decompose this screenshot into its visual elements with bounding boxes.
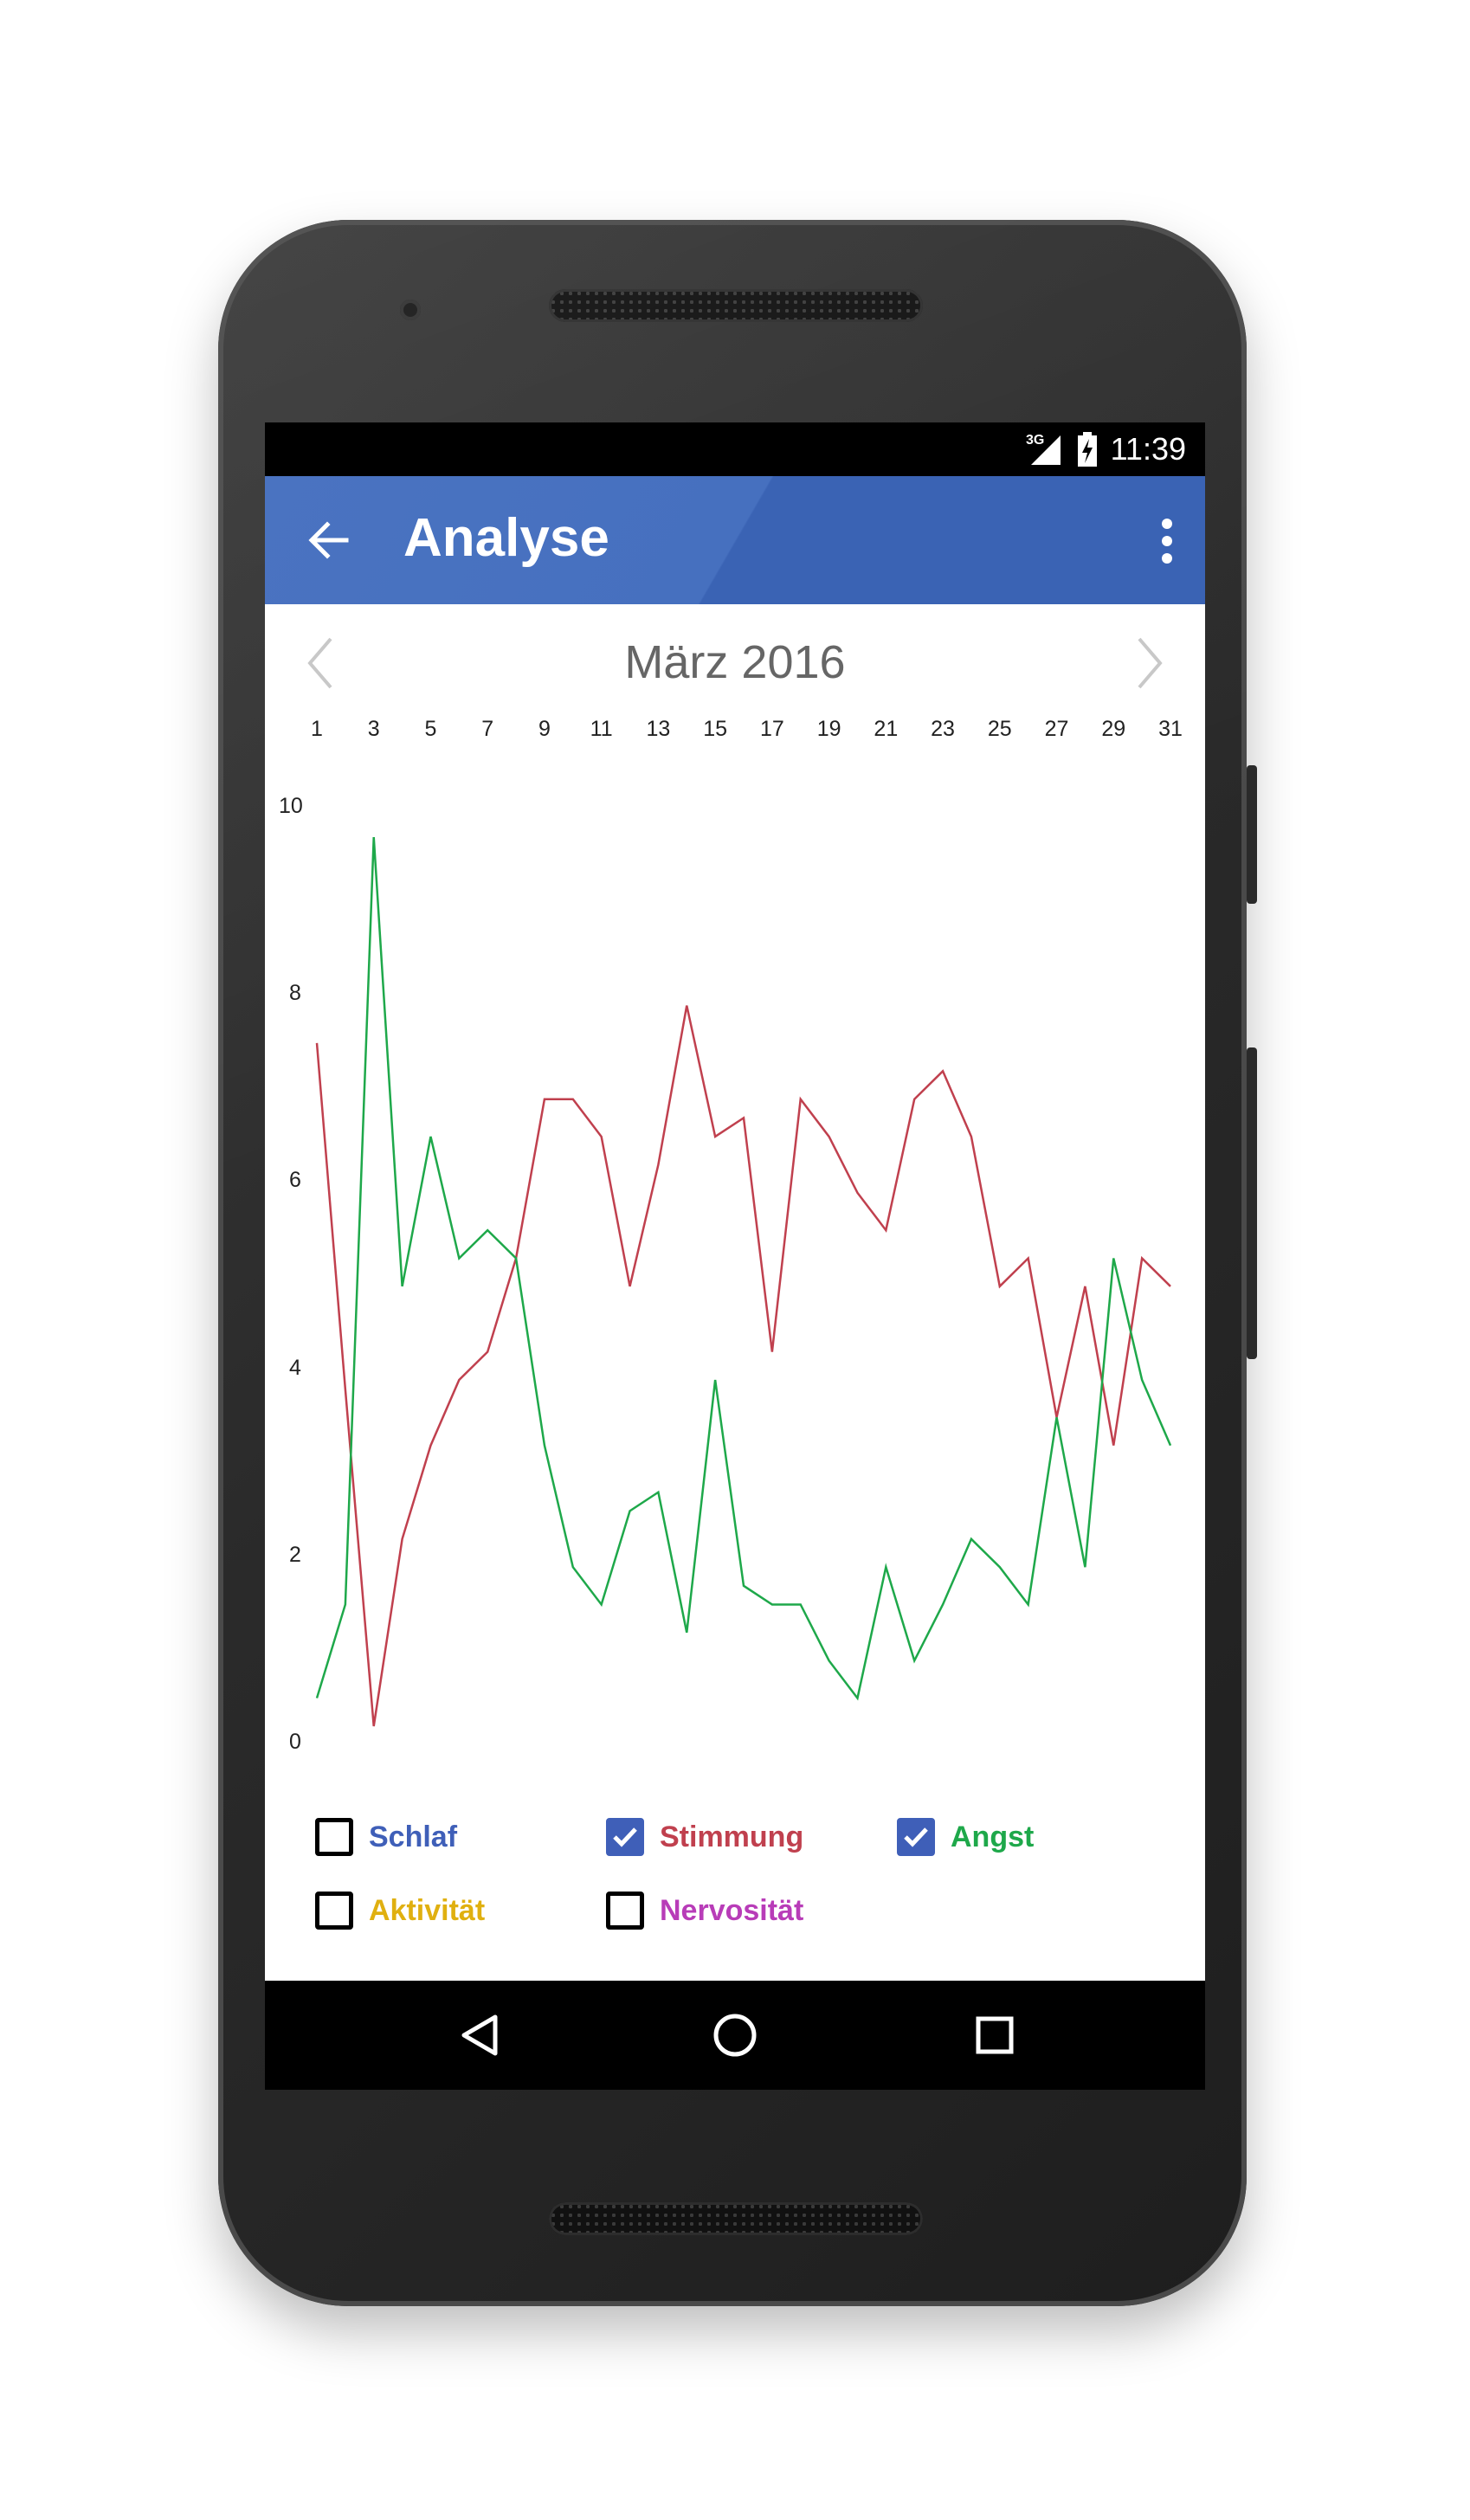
next-month-chevron-icon[interactable] [1132, 635, 1167, 691]
series-line-stimmung [315, 1005, 1171, 1727]
legend-label: Nervosität [660, 1893, 804, 1927]
home-circle-icon[interactable] [705, 2005, 765, 2066]
x-tick-label: 11 [590, 717, 613, 741]
x-tick-label: 21 [874, 717, 899, 741]
back-arrow-icon[interactable] [305, 516, 353, 564]
legend-label: Aktivität [369, 1893, 486, 1927]
network-label: 3G [1026, 433, 1044, 448]
y-tick-label: 2 [289, 1542, 301, 1567]
legend-item-aktivität[interactable]: Aktivität [315, 1892, 485, 1930]
overflow-menu-icon[interactable] [1158, 518, 1176, 564]
x-tick-label: 9 [538, 717, 551, 741]
y-tick-label: 8 [289, 981, 301, 1006]
app-bar: Analyse [265, 476, 1205, 604]
x-tick-label: 25 [987, 717, 1012, 741]
legend-item-schlaf[interactable]: Schlaf [315, 1818, 457, 1856]
x-tick-label: 1 [311, 717, 323, 741]
legend-label: Schlaf [369, 1820, 458, 1853]
month-label: März 2016 [624, 636, 846, 688]
x-tick-label: 13 [646, 717, 671, 741]
x-tick-label: 15 [703, 717, 728, 741]
x-tick-label: 7 [481, 717, 494, 741]
status-bar: 3G 11:39 [265, 422, 1205, 476]
page-title: Analyse [403, 508, 609, 568]
recents-square-icon[interactable] [964, 2005, 1025, 2066]
legend-item-nervosität[interactable]: Nervosität [606, 1892, 803, 1930]
power-button [1247, 765, 1257, 904]
series-line-angst [315, 836, 1172, 1701]
checkbox-checked-icon[interactable] [897, 1818, 935, 1856]
signal-3g-icon: 3G [1026, 433, 1061, 465]
navigation-bar [265, 1981, 1205, 2090]
x-tick-label: 29 [1101, 717, 1126, 741]
front-camera [400, 300, 421, 320]
checkbox-unchecked-icon[interactable] [315, 1818, 353, 1856]
x-tick-label: 23 [931, 717, 955, 741]
y-tick-label: 4 [289, 1355, 301, 1380]
checkbox-unchecked-icon[interactable] [606, 1892, 644, 1930]
previous-month-chevron-icon[interactable] [303, 635, 338, 691]
legend-label: Angst [951, 1820, 1035, 1853]
x-tick-label: 3 [367, 717, 380, 741]
y-tick-label: 0 [289, 1730, 301, 1754]
x-tick-label: 5 [424, 717, 437, 741]
x-tick-label: 27 [1044, 717, 1069, 741]
legend-item-angst[interactable]: Angst [897, 1818, 1034, 1856]
bottom-speaker [549, 2202, 923, 2235]
battery-charging-icon [1077, 432, 1097, 467]
x-tick-label: 19 [816, 717, 841, 741]
y-tick-label: 10 [279, 794, 303, 818]
checkbox-unchecked-icon[interactable] [315, 1892, 353, 1930]
line-chart [315, 836, 1172, 1727]
x-tick-label: 31 [1158, 717, 1183, 741]
legend-label: Stimmung [660, 1820, 804, 1853]
legend-item-stimmung[interactable]: Stimmung [606, 1818, 803, 1856]
month-navigator: März 2016 [265, 604, 1205, 717]
y-tick-label: 6 [289, 1168, 301, 1193]
top-speaker [549, 289, 923, 322]
x-tick-label: 17 [759, 717, 784, 741]
checkbox-checked-icon[interactable] [606, 1818, 644, 1856]
screen: 3G 11:39 Analyse März 2016 1 3 5 7 9 11 13 15 17… [265, 422, 1205, 2090]
back-triangle-icon[interactable] [450, 2005, 511, 2066]
volume-button [1247, 1047, 1257, 1359]
status-time: 11:39 [1110, 431, 1186, 467]
